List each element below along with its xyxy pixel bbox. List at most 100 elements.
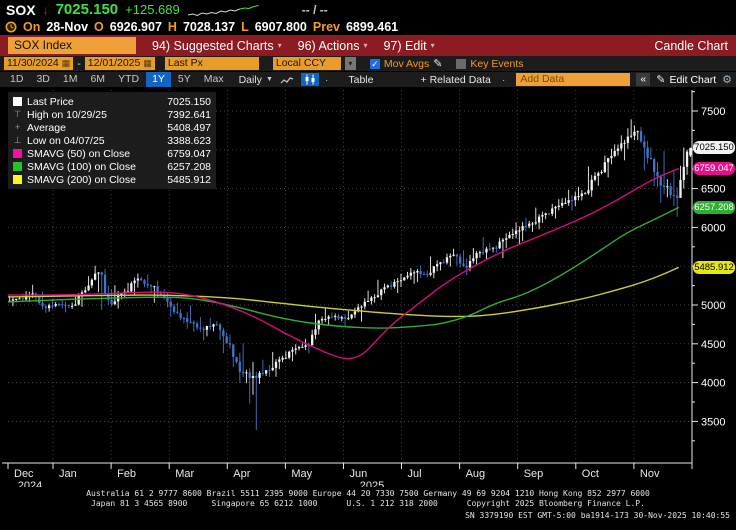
date-to-value: 12/01/2025 <box>87 57 141 69</box>
range-5y[interactable]: 5Y <box>177 73 191 85</box>
legend-smavg50[interactable]: SMAVG (50) on Close 6759.047 <box>13 147 211 160</box>
footer-session-info: SN 3379190 EST GMT-5:00 ba1914-173 30-No… <box>465 511 730 520</box>
menu-actions[interactable]: 96) Actions ▾ <box>298 39 368 53</box>
price-field-select[interactable]: Last Px <box>164 57 259 70</box>
svg-text:Feb: Feb <box>117 468 136 480</box>
svg-text:3500: 3500 <box>701 416 725 428</box>
svg-text:Dec: Dec <box>14 468 34 480</box>
low-marker-icon: ⊥ <box>13 135 22 145</box>
line-chart-icon[interactable] <box>278 73 296 86</box>
legend-value: 5485.912 <box>167 173 211 186</box>
on-label: On <box>23 20 41 34</box>
svg-text:Aug: Aug <box>466 468 486 480</box>
white-square-icon <box>13 97 22 106</box>
chart-type-title: Candle Chart <box>654 38 728 53</box>
price-axis-badge: 6759.047 <box>693 162 735 175</box>
quote-header: SOX ↓ 7025.150 +125.689 -- / -- <box>0 0 736 19</box>
candle-chart-icon[interactable] <box>300 73 319 86</box>
chart-settings-toolbar: 11/30/2024 ▦ - 12/01/2025 ▦ Last Px Loca… <box>0 56 736 71</box>
legend-last-price[interactable]: Last Price 7025.150 <box>13 95 211 108</box>
legend-smavg200[interactable]: SMAVG (200) on Close 5485.912 <box>13 173 211 186</box>
gear-icon[interactable]: ⚙ <box>722 74 732 86</box>
chart-legend: Last Price 7025.150 ⊤ High on 10/29/25 7… <box>8 92 216 189</box>
range-3d[interactable]: 3D <box>36 73 50 85</box>
triangle-down-icon: ▼ <box>265 76 273 83</box>
related-data-button[interactable]: + Related Data <box>420 73 491 86</box>
chart-type-more-button[interactable]: · <box>324 73 329 86</box>
chart-area: Dec Jan Feb Mar Apr May Jun Jul Aug Sep Oct Nov 2024… <box>0 87 736 492</box>
candle-chart-canvas[interactable]: Dec Jan Feb Mar Apr May Jun Jul Aug Sep Oct Nov 2024… <box>0 87 736 492</box>
range-1d[interactable]: 1D <box>10 73 24 85</box>
intraday-sparkline <box>187 4 259 16</box>
svg-text:Apr: Apr <box>233 468 250 480</box>
average-marker-icon: + <box>14 122 21 132</box>
price-change: +125.689 <box>125 2 180 17</box>
frequency-select[interactable]: Daily ▼ <box>239 74 273 86</box>
date-to-input[interactable]: 12/01/2025 ▦ <box>84 57 155 70</box>
toolbar-right-cluster: + Related Data · Add Data « ✎ Edit Chart… <box>421 73 732 86</box>
range-1m[interactable]: 1M <box>62 73 78 85</box>
magenta-square-icon <box>13 149 22 158</box>
svg-text:6500: 6500 <box>701 184 725 196</box>
high-label: H <box>167 20 177 34</box>
svg-text:May: May <box>291 468 312 480</box>
last-price: 7025.150 <box>55 1 119 18</box>
svg-text:7500: 7500 <box>701 106 725 118</box>
range-1y[interactable]: 1Y <box>146 72 171 87</box>
menu-suggested-charts-label: 94) Suggested Charts <box>152 38 274 53</box>
quote-date: 28-Nov <box>46 20 89 34</box>
svg-text:Jun: Jun <box>350 468 368 480</box>
svg-text:Jan: Jan <box>59 468 77 480</box>
menu-edit[interactable]: 97) Edit ▾ <box>383 39 434 53</box>
range-ytd[interactable]: YTD <box>118 73 140 85</box>
svg-text:Mar: Mar <box>175 468 194 480</box>
date-from-value: 11/30/2024 <box>7 57 59 69</box>
clock-icon <box>5 21 17 33</box>
key-events-checkbox[interactable] <box>456 58 467 69</box>
edit-chart-button[interactable]: ✎ Edit Chart <box>656 73 717 87</box>
edit-chart-label: Edit Chart <box>669 73 717 86</box>
legend-value: 7025.150 <box>167 95 211 108</box>
prev-value: 6899.461 <box>345 20 399 34</box>
legend-label: Last Price <box>27 95 74 108</box>
range-max[interactable]: Max <box>203 73 224 85</box>
high-value: 7028.137 <box>182 20 236 34</box>
currency-dropdown-button[interactable]: ▾ <box>344 57 356 70</box>
menu-edit-label: 97) Edit <box>383 38 427 53</box>
open-label: O <box>94 20 104 34</box>
menu-suggested-charts[interactable]: 94) Suggested Charts ▾ <box>152 39 282 53</box>
legend-average[interactable]: + Average 5408.497 <box>13 121 211 134</box>
key-events-label[interactable]: Key Events <box>470 57 524 70</box>
legend-label: SMAVG (50) on Close <box>27 147 131 160</box>
date-from-input[interactable]: 11/30/2024 ▦ <box>4 57 74 70</box>
svg-text:5000: 5000 <box>701 300 725 312</box>
add-data-input[interactable]: Add Data <box>516 73 631 86</box>
chevron-down-icon: ▾ <box>363 41 368 50</box>
svg-text:Nov: Nov <box>640 468 660 480</box>
legend-low[interactable]: ⊥ Low on 04/07/25 3388.623 <box>13 134 211 147</box>
security-field[interactable]: SOX Index <box>8 37 136 54</box>
price-axis-badge: 6257.208 <box>693 200 735 214</box>
open-value: 6926.907 <box>109 20 162 34</box>
table-button[interactable]: Table <box>348 73 374 86</box>
chevron-down-icon: ▾ <box>277 41 282 50</box>
date-range-dash: - <box>77 57 81 70</box>
legend-value: 5408.497 <box>167 121 211 134</box>
mov-avgs-checkbox[interactable]: ✓ <box>369 58 380 69</box>
currency-select[interactable]: Local CCY <box>272 57 341 70</box>
calendar-icon[interactable]: ▦ <box>61 58 71 68</box>
legend-high[interactable]: ⊤ High on 10/29/25 7392.641 <box>13 108 211 121</box>
footer-contacts-line2: Japan 81 3 4565 8900 Singapore 65 6212 1… <box>91 498 645 508</box>
pencil-icon[interactable]: ✎ <box>433 58 443 70</box>
related-data-more-button[interactable]: · <box>501 73 506 86</box>
mov-avgs-label[interactable]: Mov Avgs <box>383 57 430 70</box>
legend-smavg100[interactable]: SMAVG (100) on Close 6257.208 <box>13 160 211 173</box>
collapse-panel-button[interactable]: « <box>636 73 651 86</box>
svg-text:2024: 2024 <box>18 480 42 487</box>
range-6m[interactable]: 6M <box>90 73 106 85</box>
calendar-icon[interactable]: ▦ <box>143 58 152 68</box>
pencil-icon: ✎ <box>656 74 666 86</box>
down-arrow-icon: ↓ <box>42 2 49 17</box>
legend-label: SMAVG (200) on Close <box>27 173 136 186</box>
